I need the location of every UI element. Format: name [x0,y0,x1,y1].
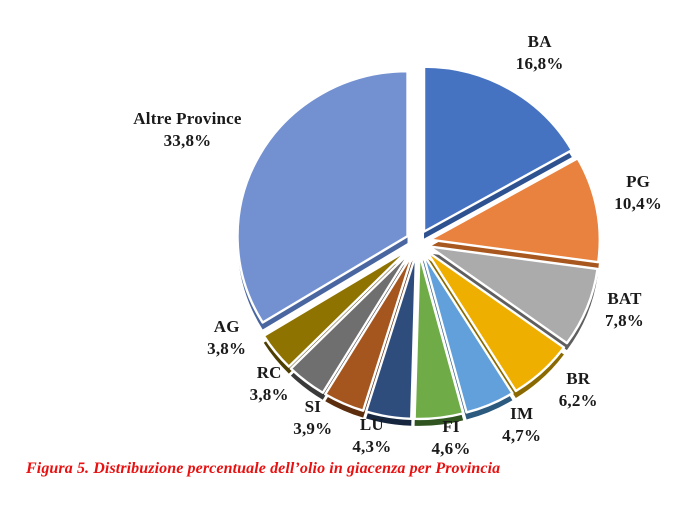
slice-label-value: 3,8% [207,339,247,359]
slice-label-altre-province: Altre Province 33,8% [133,108,241,152]
slice-label-value: 16,8% [515,53,564,73]
pie-slice-fi [413,252,465,421]
slice-label-name: Altre Province [133,108,242,128]
slice-label-name: SI [304,397,322,417]
slice-label-rc: RC 3,8% [250,362,289,406]
slice-label-im: IM 4,7% [502,403,541,447]
slice-label-name: LU [359,414,384,434]
pie-slice-ag [262,248,410,368]
pie-slice-im [421,251,514,414]
figure-caption: Figura 5. Distribuzione percentuale dell… [26,460,501,477]
pie-slice-si [324,251,415,412]
slice-label-name: PG [626,172,651,192]
slice-label-name: BA [527,31,552,51]
slice-label-name: RC [256,363,282,383]
slice-label-name: FI [442,417,460,437]
slice-label-value: 4,6% [431,439,471,459]
slice-label-value: 3,8% [249,385,289,405]
pie-slice-br [424,249,566,393]
pie-slice-pg [428,157,601,264]
slice-label-value: 6,2% [558,391,598,411]
slice-label-name: AG [213,317,240,337]
slice-label-bat: BAT 7,8% [605,288,644,332]
pie-slice-bat [427,245,599,345]
slice-label-name: BAT [607,289,642,309]
slice-label-pg: PG 10,4% [614,171,662,215]
slice-label-value: 33,8% [163,130,212,150]
slice-label-br: BR 6,2% [559,368,598,412]
slice-label-lu: LU 4,3% [352,414,391,458]
slice-label-value: 4,7% [502,426,542,446]
pie-slice-ba [422,65,574,233]
pie-slice-lu [364,252,418,420]
slice-label-value: 10,4% [614,194,662,214]
slice-label-fi: FI 4,6% [431,416,470,460]
slice-label-ba: BA 16,8% [516,31,564,75]
slice-label-si: SI 3,9% [293,396,332,440]
slice-label-value: 4,3% [352,436,392,456]
pie-slice-altre-province [236,69,409,324]
slice-label-ag: AG 3,8% [207,316,246,360]
pie-slice-rc [289,250,412,394]
slice-label-value: 3,9% [293,419,333,439]
slice-label-value: 7,8% [604,311,645,331]
slice-label-name: IM [510,404,534,424]
slice-label-name: BR [566,369,591,389]
